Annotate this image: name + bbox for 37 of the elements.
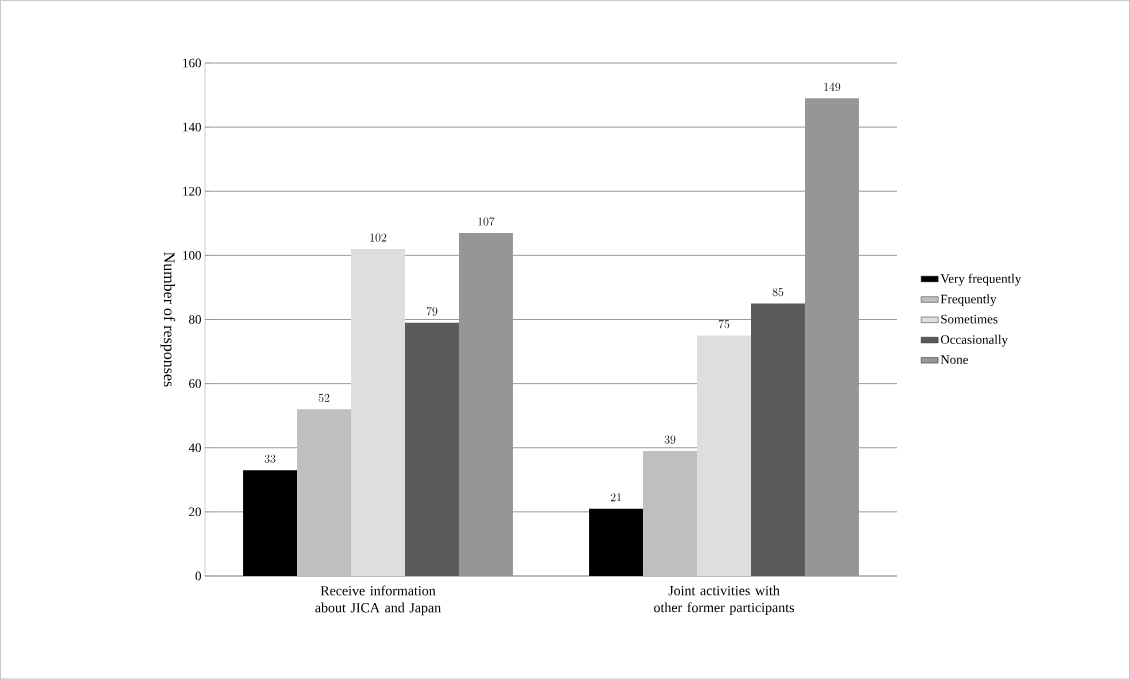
y-tick-label: 160: [183, 58, 201, 68]
y-tick-label: 100: [183, 250, 201, 260]
data-label: 33: [264, 454, 276, 463]
y-tick-label: 60: [189, 379, 201, 388]
x-tick-label: Joint activities with other former participants: [654, 585, 794, 615]
y-axis-title: Number of responses: [160, 252, 176, 387]
bar: [243, 470, 298, 576]
bar: [351, 248, 405, 576]
bar: [804, 98, 859, 576]
x-tick-label: Receive information about JICA and Japan: [315, 585, 441, 616]
data-label: 52: [318, 393, 330, 402]
y-tick-label: 140: [183, 122, 201, 132]
bar: [751, 303, 805, 576]
data-label: 39: [664, 435, 676, 444]
bar: [297, 409, 352, 576]
legend-label: None: [940, 355, 968, 364]
data-label: 107: [478, 217, 495, 226]
bar: [697, 335, 751, 576]
bar: [643, 450, 698, 576]
data-label: 21: [610, 493, 621, 501]
data-label: 75: [718, 319, 730, 329]
data-label: 149: [824, 82, 841, 91]
legend-label: Frequently: [940, 294, 997, 306]
data-label: 102: [370, 233, 387, 242]
y-tick-label: 80: [189, 314, 201, 324]
bar: [458, 232, 513, 576]
legend-label: Very frequently: [940, 273, 1022, 286]
data-label: 85: [772, 287, 784, 296]
y-tick-label: 20: [189, 507, 201, 517]
legend-label: Sometimes: [941, 314, 998, 324]
data-label: 79: [426, 306, 438, 316]
legend-label: Occasionally: [940, 334, 1008, 347]
y-tick-label: 0: [195, 571, 201, 581]
bar: [589, 508, 644, 576]
y-tick-label: 40: [188, 443, 201, 452]
y-tick-label: 120: [183, 186, 201, 196]
bar: [405, 322, 459, 576]
